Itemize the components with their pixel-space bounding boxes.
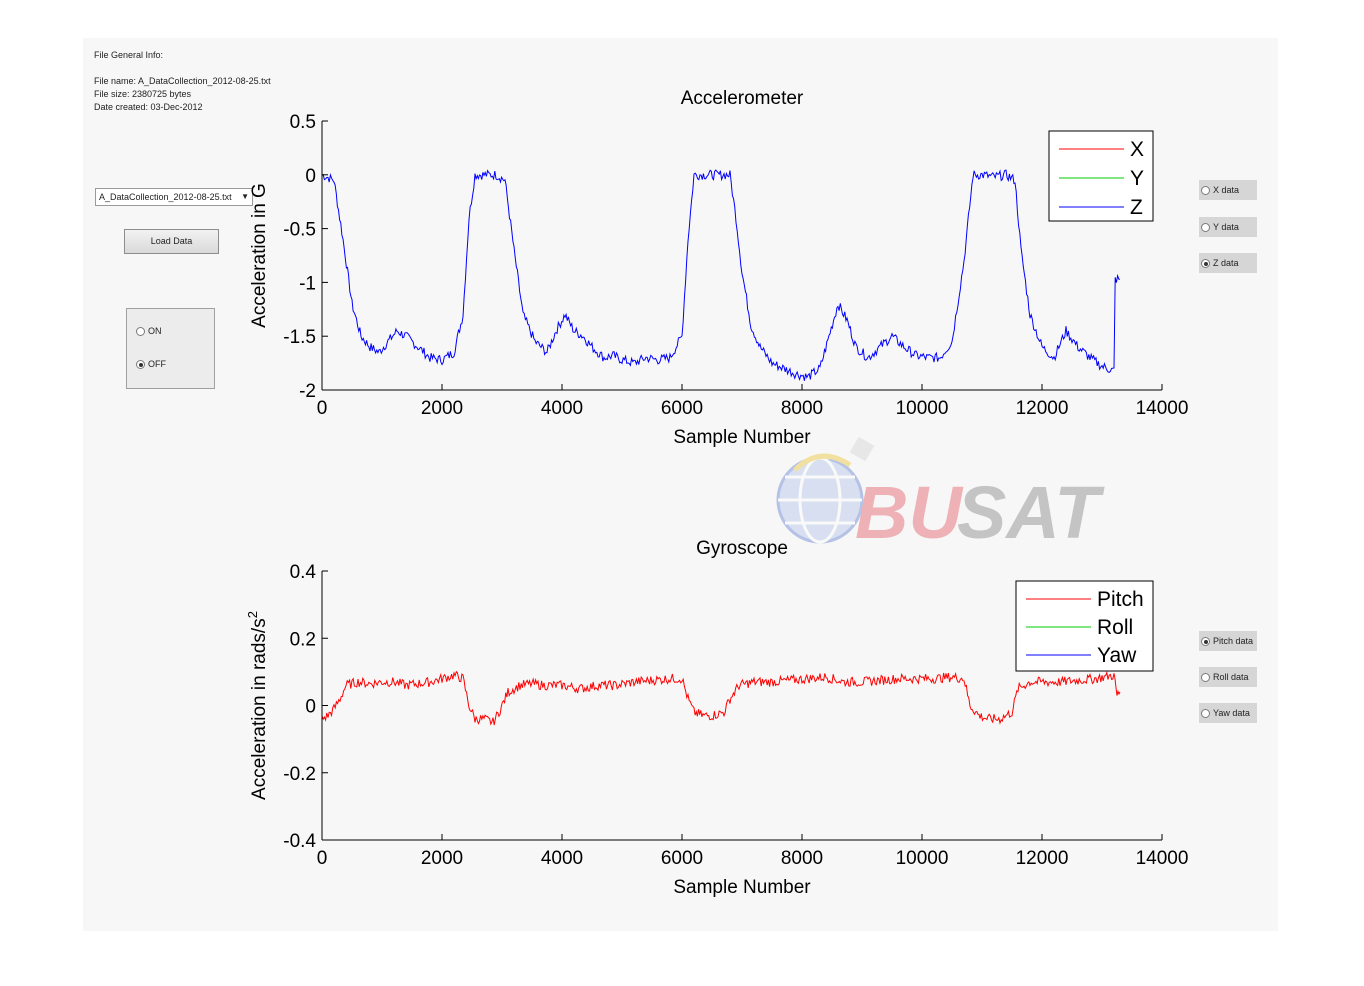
- pitch-data-radio[interactable]: Pitch data: [1199, 631, 1257, 651]
- radio-button-selected-icon[interactable]: [1201, 259, 1210, 269]
- y-tick-label: 0: [305, 697, 316, 718]
- x-tick-label: 12000: [1016, 848, 1069, 869]
- legend-box: [1048, 130, 1154, 222]
- legend-label-roll: Roll: [1097, 616, 1133, 639]
- x-data-label: X data: [1213, 185, 1240, 195]
- gyroscope-chart: 0 2000 4000 6000 8000 10000 12000 14000 -0.4 -0.2…: [245, 538, 1188, 898]
- radio-button-icon[interactable]: [1201, 709, 1210, 719]
- accelerometer-chart: 0 2000 4000 6000 8000 10000 12000 14000 -2 -1.5 -1…: [249, 88, 1188, 448]
- file-info-heading: File General Info:: [94, 50, 164, 60]
- series-line-pitch: [321, 670, 1121, 726]
- y-data-label: Y data: [1213, 222, 1239, 232]
- x-tick-label: 14000: [1136, 398, 1189, 419]
- y-axis-label: Acceleration in G: [249, 183, 270, 328]
- x-data-radio[interactable]: X data: [1199, 180, 1257, 200]
- power-radio-panel: ON OFF: [126, 308, 215, 389]
- x-tick-label: 4000: [541, 848, 583, 869]
- radio-button-icon[interactable]: [1201, 673, 1210, 683]
- chart-legend: Pitch Roll Yaw: [1015, 580, 1154, 672]
- x-tick-label: 0: [317, 848, 328, 869]
- radio-button-selected-icon[interactable]: [136, 360, 145, 370]
- legend-label-yaw: Yaw: [1097, 644, 1137, 667]
- y-tick-label: 0.2: [290, 629, 316, 650]
- chevron-down-icon[interactable]: ▼: [241, 192, 249, 201]
- off-radio-label: OFF: [148, 359, 166, 369]
- legend-box: [1015, 580, 1154, 672]
- yaw-data-label: Yaw data: [1213, 708, 1250, 718]
- x-tick-label: 8000: [781, 398, 823, 419]
- radio-button-selected-icon[interactable]: [1201, 637, 1210, 647]
- load-data-button[interactable]: Load Data: [124, 229, 219, 254]
- x-tick-label: 6000: [661, 398, 703, 419]
- legend-label-z: Z: [1130, 196, 1143, 219]
- y-tick-label: -2: [299, 381, 316, 402]
- radio-button-icon[interactable]: [1201, 186, 1210, 196]
- x-tick-label: 6000: [661, 848, 703, 869]
- x-tick-label: 10000: [896, 848, 949, 869]
- off-radio[interactable]: OFF: [136, 359, 166, 370]
- chart-legend: XYZ: [1048, 130, 1154, 222]
- file-size-text: File size: 2380725 bytes: [94, 89, 192, 99]
- on-radio[interactable]: ON: [136, 326, 162, 337]
- x-tick-label: 4000: [541, 398, 583, 419]
- z-data-label: Z data: [1213, 258, 1239, 268]
- y-tick-label: 0: [305, 166, 316, 187]
- roll-data-radio[interactable]: Roll data: [1199, 667, 1257, 687]
- globe-icon: [776, 436, 875, 544]
- busat-bu-text: BU: [855, 471, 963, 554]
- radio-button-icon[interactable]: [1201, 223, 1210, 233]
- legend-label-y: Y: [1130, 167, 1144, 190]
- y-tick-label: -1: [299, 273, 316, 294]
- date-created-text: Date created: 03-Dec-2012: [94, 102, 203, 112]
- radio-button-icon[interactable]: [136, 327, 145, 337]
- file-name-text: File name: A_DataCollection_2012-08-25.t…: [94, 76, 271, 86]
- series-line-z: [321, 169, 1121, 381]
- y-tick-label: 0.4: [290, 562, 317, 583]
- chart-title: Accelerometer: [681, 88, 804, 109]
- x-tick-label: 12000: [1016, 398, 1069, 419]
- legend-label-x: X: [1130, 138, 1144, 161]
- y-tick-label: 0.5: [290, 112, 316, 133]
- y-tick-label: -1.5: [283, 327, 316, 348]
- y-data-radio[interactable]: Y data: [1199, 217, 1257, 237]
- x-tick-label: 8000: [781, 848, 823, 869]
- x-axis-label: Sample Number: [673, 427, 811, 448]
- x-tick-label: 14000: [1136, 848, 1189, 869]
- on-radio-label: ON: [148, 326, 162, 336]
- file-select-value: A_DataCollection_2012-08-25.txt: [99, 192, 232, 202]
- x-tick-label: 10000: [896, 398, 949, 419]
- chart-title: Gyroscope: [696, 538, 788, 559]
- z-data-radio[interactable]: Z data: [1199, 253, 1257, 273]
- legend-label-pitch: Pitch: [1097, 588, 1144, 611]
- y-tick-label: -0.2: [283, 764, 316, 785]
- x-tick-label: 2000: [421, 848, 463, 869]
- file-select-dropdown[interactable]: A_DataCollection_2012-08-25.txt ▼: [95, 188, 253, 206]
- yaw-data-radio[interactable]: Yaw data: [1199, 703, 1257, 723]
- y-tick-label: -0.4: [283, 831, 316, 852]
- x-tick-label: 2000: [421, 398, 463, 419]
- busat-sat-text: SAT: [957, 471, 1105, 554]
- y-axis-label: Acceleration in rads/s2: [245, 611, 270, 800]
- y-tick-label: -0.5: [283, 220, 316, 241]
- roll-data-label: Roll data: [1213, 672, 1249, 682]
- x-tick-label: 0: [317, 398, 328, 419]
- x-axis-label: Sample Number: [673, 877, 811, 898]
- pitch-data-label: Pitch data: [1213, 636, 1254, 646]
- busat-watermark-logo: BU SAT: [776, 436, 1105, 554]
